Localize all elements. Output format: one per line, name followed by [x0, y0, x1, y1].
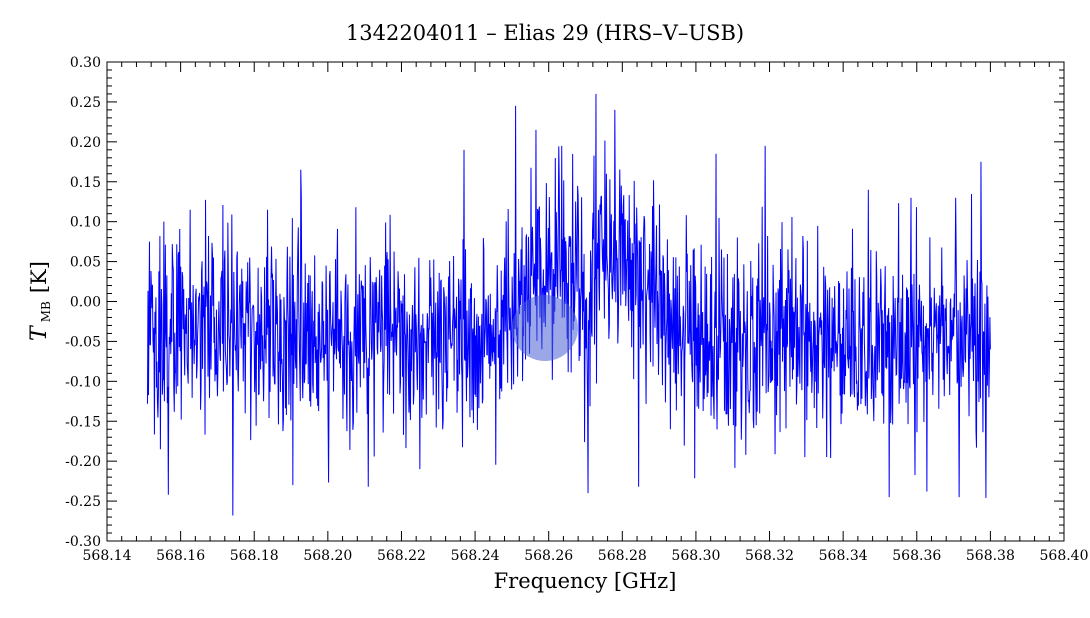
- watermark-circle: [512, 295, 578, 361]
- x-tick-label: 568.14: [83, 548, 132, 564]
- y-axis-label: T MB [K]: [27, 261, 54, 341]
- x-tick-label: 568.36: [892, 548, 941, 564]
- y-tick-label: 0.20: [70, 135, 101, 151]
- y-tick-label: -0.30: [65, 534, 101, 550]
- x-tick-label: 568.26: [524, 548, 573, 564]
- x-tick-label: 568.22: [377, 548, 426, 564]
- y-axis-label-unit: [K]: [27, 261, 51, 293]
- x-tick-label: 568.28: [598, 548, 647, 564]
- y-tick-label: 0.10: [70, 215, 101, 231]
- chart-title: 1342204011 – Elias 29 (HRS–V–USB): [346, 21, 744, 45]
- plot-area: [146, 93, 991, 516]
- x-axis-label: Frequency [GHz]: [494, 569, 677, 593]
- x-tick-label: 568.16: [156, 548, 205, 564]
- tick-labels: 568.14 568.16 568.18 568.20 568.22 568.24 568.…: [65, 55, 1088, 564]
- y-tick-label: 0.25: [70, 95, 101, 111]
- x-tick-label: 568.34: [819, 548, 868, 564]
- y-axis-label-symbol: T: [27, 324, 52, 341]
- y-tick-label: 0.00: [70, 295, 101, 311]
- x-tick-label: 568.24: [451, 548, 500, 564]
- y-tick-label: -0.10: [65, 374, 101, 390]
- x-tick-label: 568.38: [966, 548, 1015, 564]
- y-tick-label: 0.05: [70, 255, 101, 271]
- plot-frame: [106, 61, 1065, 542]
- x-tick-label: 568.18: [230, 548, 279, 564]
- y-tick-label: 0.15: [70, 175, 101, 191]
- x-tick-label: 568.30: [671, 548, 720, 564]
- svg-text:T MB [K]: T MB [K]: [27, 261, 54, 341]
- y-tick-label: -0.15: [65, 414, 101, 430]
- x-tick-label: 568.32: [745, 548, 794, 564]
- y-tick-label: -0.25: [65, 494, 101, 510]
- y-axis-label-subscript: MB: [39, 301, 53, 322]
- x-tick-label: 568.40: [1040, 548, 1089, 564]
- x-tick-label: 568.20: [303, 548, 352, 564]
- y-tick-label: -0.05: [65, 334, 101, 350]
- y-tick-label: -0.20: [65, 454, 101, 470]
- series-line: [146, 93, 991, 516]
- y-tick-label: 0.30: [70, 55, 101, 71]
